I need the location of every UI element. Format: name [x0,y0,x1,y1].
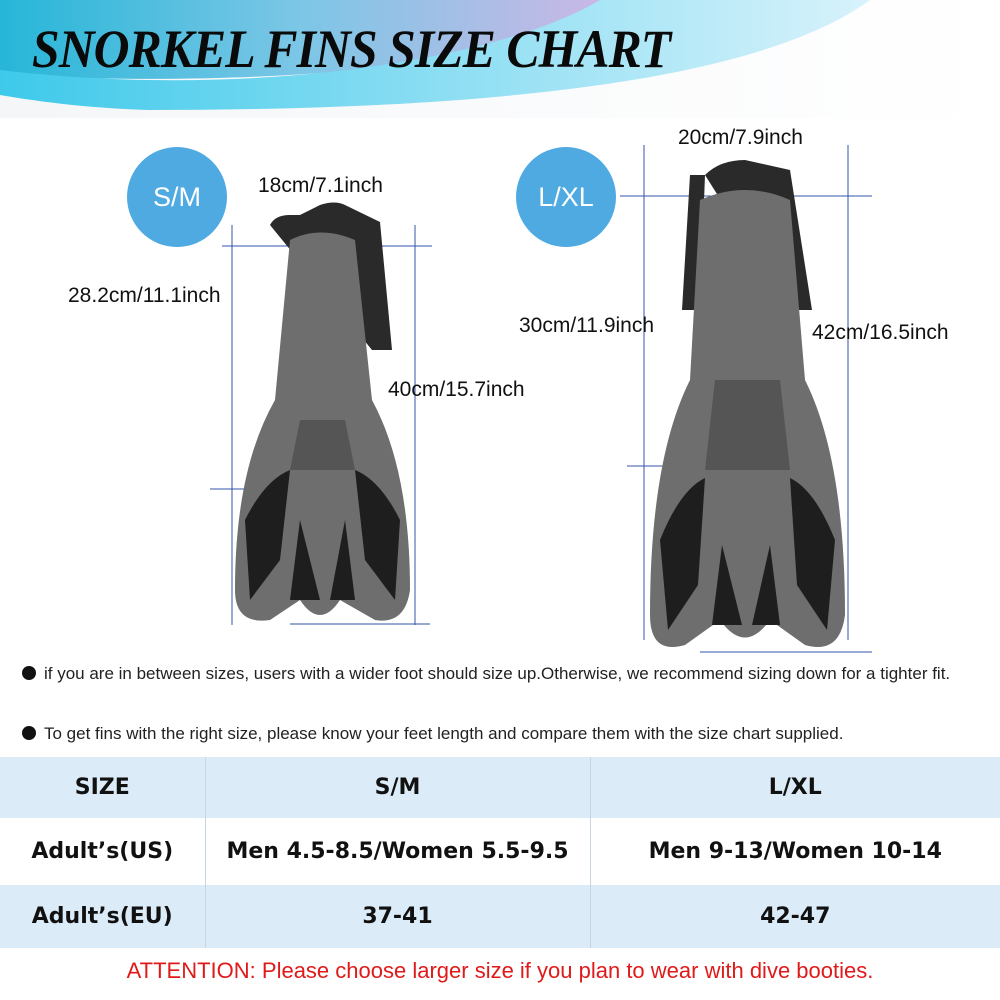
row-label-us: Adult’s(US) [31,839,174,864]
header-banner: SNORKEL FINS SIZE CHART [0,0,1000,118]
header-sm: S/M [204,757,590,818]
size-badge-lxl: L/XL [516,147,616,247]
header-size: SIZE [74,775,130,800]
table-row: Adult’s(EU) 37-41 42-47 [0,885,1000,948]
row-label-eu: Adult’s(EU) [31,904,173,929]
note-1: if you are in between sizes, users with … [22,662,992,686]
cell-us-sm: Men 4.5-8.5/Women 5.5-9.5 [204,818,590,885]
fin-lxl [650,160,845,647]
lxl-length-label: 42cm/16.5inch [812,321,949,344]
bullet-icon [22,726,36,740]
size-table: SIZE S/M L/XL Adult’s(US) Men 4.5-8.5/Wo… [0,757,1000,948]
lxl-heel-label: 30cm/11.9inch [519,314,655,337]
note-2: To get fins with the right size, please … [22,722,997,746]
note-1-text: if you are in between sizes, users with … [44,664,951,683]
cell-eu-sm: 37-41 [204,885,590,948]
table-row: Adult’s(US) Men 4.5-8.5/Women 5.5-9.5 Me… [0,818,1000,885]
wave-decoration [0,0,870,110]
header-lxl: L/XL [589,757,1000,818]
sm-heel-label: 28.2cm/11.1inch [68,284,221,307]
cell-us-lxl: Men 9-13/Women 10-14 [589,818,1000,885]
lxl-width-label: 20cm/7.9inch [678,126,803,149]
sm-length-label: 40cm/15.7inch [388,378,525,401]
table-header-row: SIZE S/M L/XL [0,757,1000,818]
fins-illustration [210,145,872,653]
sm-width-label: 18cm/7.1inch [258,174,383,197]
size-badge-sm: S/M [127,147,227,247]
page-title: SNORKEL FINS SIZE CHART [32,19,671,79]
note-2-text: To get fins with the right size, please … [44,724,844,743]
attention-note: ATTENTION: Please choose larger size if … [126,958,874,983]
fin-sm [235,202,410,621]
bullet-icon [22,666,36,680]
cell-eu-lxl: 42-47 [589,885,1000,948]
